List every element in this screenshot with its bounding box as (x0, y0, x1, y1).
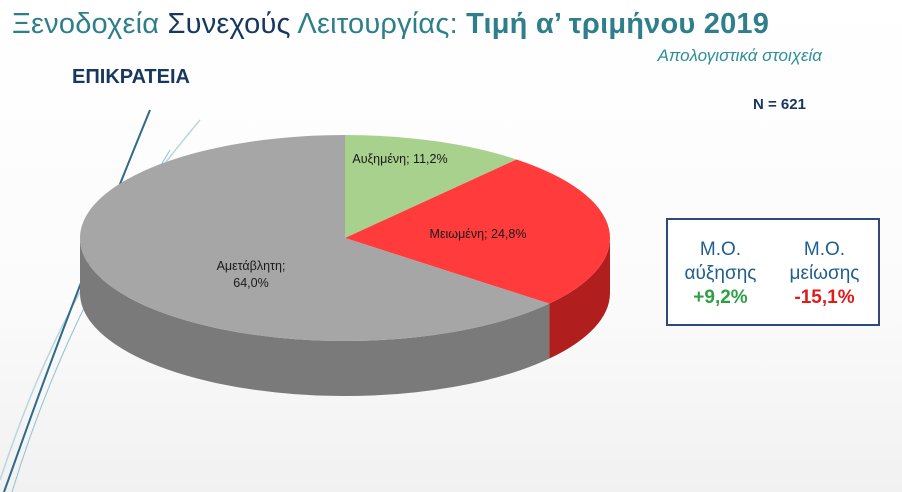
title-part-1: Ξενοδοχεία (12, 8, 168, 40)
slice-label-2-1: 64,0% (233, 276, 268, 290)
pie-slice-1 (345, 159, 611, 304)
increase-column: Μ.Ο. αύξησης +9,2% (668, 238, 773, 310)
subtitle: Απολογιστικά στοιχεία (657, 46, 822, 65)
decrease-column: Μ.Ο. μείωσης -15,1% (772, 238, 877, 310)
decrease-label-1: Μ.Ο. (803, 239, 846, 260)
title-part-2: Συνεχούς (167, 8, 291, 40)
slice-label-0: Αυξημένη; 11,2% (352, 152, 447, 166)
title-part-4: Τιμή α’ τριμήνου 2019 (466, 8, 770, 40)
sample-size: N = 621 (753, 96, 806, 113)
increase-label-2: αύξησης (684, 263, 757, 284)
page-title: Ξενοδοχεία Συνεχούς Λειτουργίας: Τιμή α’… (12, 8, 769, 41)
decrease-value: -15,1% (794, 287, 855, 308)
increase-value: +9,2% (693, 287, 748, 308)
pie-slice-0 (345, 135, 517, 238)
pie-side-1 (549, 238, 610, 359)
pie-slice-2 (79, 135, 550, 341)
pie-side-2 (80, 238, 550, 396)
title-part-3: Λειτουργίας: (290, 8, 467, 40)
slice-label-1: Μειωμένη; 24,8% (430, 227, 527, 241)
summary-box: Μ.Ο. αύξησης +9,2% Μ.Ο. μείωσης -15,1% (666, 218, 880, 326)
decrease-label-2: μείωσης (789, 263, 860, 284)
region-label: ΕΠΙΚΡΑΤΕΙΑ (72, 66, 190, 88)
increase-label-1: Μ.Ο. (699, 239, 742, 260)
slice-label-2-0: Αμετάβλητη; (217, 259, 286, 273)
